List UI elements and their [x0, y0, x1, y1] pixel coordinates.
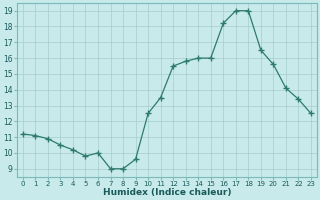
X-axis label: Humidex (Indice chaleur): Humidex (Indice chaleur): [103, 188, 231, 197]
